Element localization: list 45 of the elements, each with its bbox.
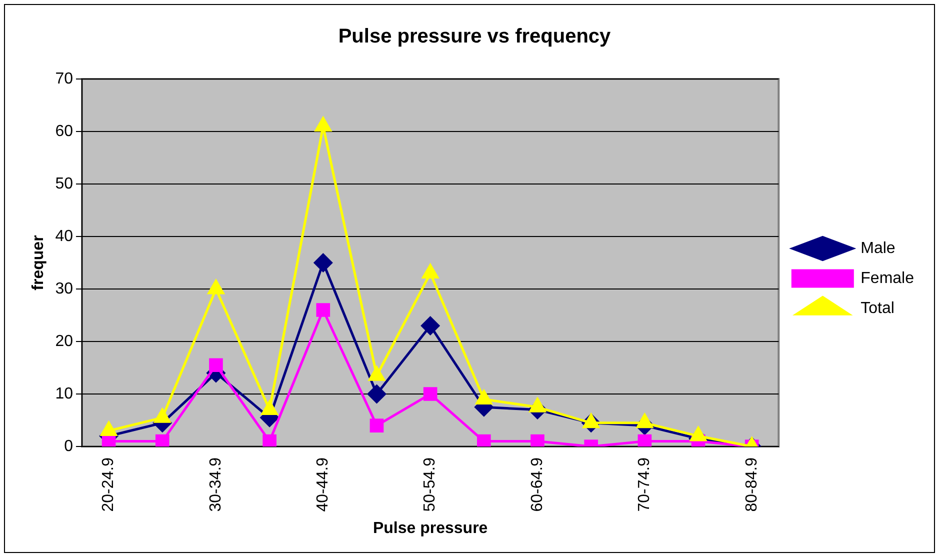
point bbox=[314, 117, 332, 132]
x-tick-label: 70-74.9 bbox=[636, 457, 654, 512]
point bbox=[100, 422, 117, 436]
point bbox=[636, 414, 653, 428]
point bbox=[154, 408, 171, 423]
point bbox=[209, 358, 223, 372]
legend-label: Female bbox=[860, 270, 914, 287]
point bbox=[368, 366, 385, 381]
point bbox=[423, 387, 438, 401]
point bbox=[582, 414, 600, 428]
chart-title: Pulse pressure vs frequency bbox=[338, 26, 612, 48]
legend-label: Total bbox=[860, 300, 894, 317]
y-tick-label: 10 bbox=[55, 385, 74, 402]
point bbox=[422, 264, 438, 279]
y-tick-label: 30 bbox=[55, 280, 74, 298]
y-tick-label: 60 bbox=[55, 122, 74, 140]
point bbox=[155, 434, 170, 447]
x-tick-label: 60-64.9 bbox=[528, 457, 546, 512]
point bbox=[370, 418, 384, 432]
x-tick-label: 30-34.9 bbox=[207, 457, 224, 512]
y-tick-label: 0 bbox=[64, 438, 74, 455]
y-axis-title: frequer bbox=[30, 235, 48, 290]
legend-label: Male bbox=[860, 240, 896, 257]
y-tick-label: 40 bbox=[55, 228, 74, 245]
point bbox=[261, 400, 278, 416]
point bbox=[208, 280, 224, 294]
x-axis-title: Pulse pressure bbox=[372, 520, 488, 537]
point bbox=[476, 390, 492, 405]
point bbox=[530, 434, 544, 447]
x-tick-label: 40-44.9 bbox=[314, 457, 332, 512]
point bbox=[262, 434, 276, 447]
point bbox=[638, 434, 652, 447]
point bbox=[421, 316, 440, 336]
point bbox=[314, 254, 332, 272]
x-tick-label: 80-84.9 bbox=[743, 457, 760, 512]
point bbox=[477, 434, 491, 447]
x-tick-label: 50-54.9 bbox=[422, 457, 439, 512]
point bbox=[316, 303, 330, 317]
x-tick-label: 20-24.9 bbox=[100, 457, 118, 512]
point bbox=[529, 398, 546, 412]
point bbox=[690, 426, 706, 442]
y-tick-label: 50 bbox=[55, 175, 74, 192]
y-tick-label: 20 bbox=[55, 332, 74, 350]
point bbox=[367, 384, 386, 404]
y-tick-label: 70 bbox=[55, 70, 74, 88]
